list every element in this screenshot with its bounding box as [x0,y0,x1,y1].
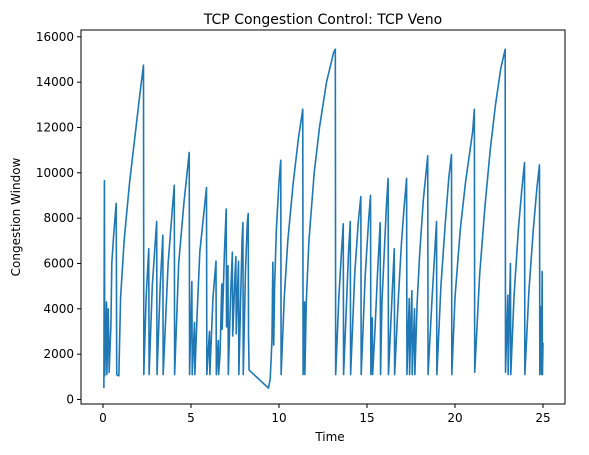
x-tick-label: 15 [359,411,374,425]
y-tick-label: 8000 [43,211,74,225]
y-tick-label: 4000 [43,302,74,316]
y-tick-label: 10000 [36,166,74,180]
y-tick-label: 0 [66,392,74,406]
y-tick-label: 6000 [43,256,74,270]
y-axis: 0 2000 4000 6000 8000 10000 12000 14000 16000 [36,30,81,407]
x-axis: 0 5 10 15 20 25 [99,404,550,425]
x-tick-label: 25 [535,411,550,425]
x-tick-label: 20 [447,411,462,425]
y-tick-label: 12000 [36,120,74,134]
chart-title: TCP Congestion Control: TCP Veno [203,12,442,28]
x-tick-label: 5 [187,411,195,425]
x-tick-label: 0 [99,411,107,425]
plot-area [104,49,543,388]
y-tick-label: 14000 [36,75,74,89]
y-tick-label: 16000 [36,30,74,44]
series-line [104,49,543,388]
plot-frame [81,30,565,404]
x-tick-label: 10 [271,411,286,425]
y-tick-label: 2000 [43,347,74,361]
y-axis-title: Congestion Window [9,157,23,276]
x-axis-title: Time [314,430,344,444]
